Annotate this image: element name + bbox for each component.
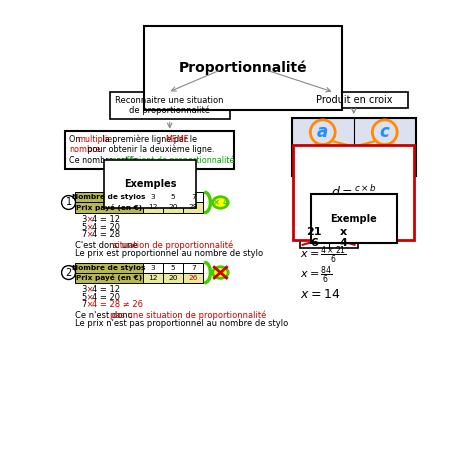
- Text: ×: ×: [84, 293, 96, 302]
- Text: Prix payé (en €): Prix payé (en €): [76, 274, 142, 281]
- Text: 3: 3: [81, 285, 86, 294]
- Text: Prix payé (en €): Prix payé (en €): [76, 204, 142, 211]
- Bar: [143, 263, 163, 273]
- Text: ×: ×: [84, 285, 96, 294]
- Text: 3: 3: [81, 215, 86, 224]
- Text: 5: 5: [171, 194, 175, 201]
- Text: coefficient de proportionnalité: coefficient de proportionnalité: [112, 155, 235, 165]
- Text: 5: 5: [81, 223, 86, 232]
- Text: c: c: [380, 123, 390, 141]
- Text: ×: ×: [84, 300, 96, 309]
- Text: 2: 2: [65, 268, 72, 277]
- Text: Le prix n'est pas proportionnel au nombre de stylo: Le prix n'est pas proportionnel au nombr…: [75, 319, 288, 328]
- Text: ×: ×: [84, 215, 96, 224]
- Text: Reconnaitre une situation: Reconnaitre une situation: [116, 96, 224, 105]
- Text: 12: 12: [148, 275, 158, 281]
- Text: $d = \frac{c \times b}{a}$: $d = \frac{c \times b}{a}$: [330, 183, 377, 202]
- Bar: [75, 193, 143, 202]
- Text: Le prix est proportionnel au nombre de stylo: Le prix est proportionnel au nombre de s…: [75, 249, 263, 258]
- Text: d: d: [379, 152, 391, 170]
- Bar: [300, 226, 357, 248]
- Text: 4 = 28: 4 = 28: [92, 230, 120, 239]
- Text: Nombre de stylos: Nombre de stylos: [72, 194, 146, 201]
- Text: de proportionnalité: de proportionnalité: [129, 106, 210, 115]
- Text: On: On: [69, 135, 83, 144]
- Bar: [75, 273, 143, 282]
- Text: Nombre de stylos: Nombre de stylos: [72, 264, 146, 271]
- Text: 4 = 12: 4 = 12: [92, 285, 120, 294]
- Text: a: a: [317, 123, 328, 141]
- Text: 4 = 20: 4 = 20: [92, 223, 120, 232]
- Bar: [109, 92, 230, 119]
- Text: Ce nombre est le: Ce nombre est le: [69, 156, 141, 165]
- Text: 28: 28: [189, 204, 198, 211]
- Text: × 4: × 4: [212, 198, 228, 207]
- Text: Proportionnalité: Proportionnalité: [179, 61, 307, 75]
- Text: 4 = 28 ≠ 26: 4 = 28 ≠ 26: [92, 300, 143, 309]
- Ellipse shape: [213, 197, 228, 208]
- Bar: [183, 193, 203, 202]
- Text: 4 = 20: 4 = 20: [92, 293, 120, 302]
- Bar: [163, 263, 183, 273]
- Text: ×: ×: [84, 230, 96, 239]
- Text: MEME: MEME: [165, 135, 189, 144]
- Text: 3: 3: [151, 194, 155, 201]
- Text: ×: ×: [84, 223, 96, 232]
- Bar: [292, 118, 416, 176]
- Text: $x = \frac{4 \times 21}{6}$: $x = \frac{4 \times 21}{6}$: [300, 245, 346, 266]
- Bar: [163, 273, 183, 282]
- Text: la première ligne par le: la première ligne par le: [100, 135, 199, 144]
- Bar: [75, 202, 143, 212]
- Text: Produit en croix: Produit en croix: [316, 95, 392, 105]
- Text: 4: 4: [339, 238, 347, 247]
- Bar: [65, 131, 235, 169]
- Text: 7: 7: [191, 194, 196, 201]
- Bar: [143, 202, 163, 212]
- Text: C'est donc une: C'est donc une: [75, 241, 140, 250]
- Text: 5: 5: [81, 293, 86, 302]
- Text: multiplie: multiplie: [77, 135, 112, 144]
- Bar: [163, 193, 183, 202]
- Bar: [183, 263, 203, 273]
- Bar: [183, 273, 203, 282]
- Bar: [300, 92, 408, 108]
- Text: situation de proportionnalité: situation de proportionnalité: [113, 241, 233, 251]
- Text: 7: 7: [191, 264, 196, 271]
- Bar: [143, 193, 163, 202]
- Text: Exemples: Exemples: [124, 179, 176, 189]
- Text: 7: 7: [81, 300, 86, 309]
- Text: 12: 12: [148, 204, 158, 211]
- Text: pas une situation de proportionnalité: pas une situation de proportionnalité: [110, 311, 266, 321]
- Text: Exemple: Exemple: [330, 214, 377, 224]
- Text: b: b: [317, 152, 328, 170]
- Text: 20: 20: [168, 204, 178, 211]
- Bar: [183, 202, 203, 212]
- Bar: [163, 202, 183, 212]
- Text: 1: 1: [65, 198, 72, 207]
- Bar: [143, 273, 163, 282]
- Text: 3: 3: [151, 264, 155, 271]
- Text: Ce n'est donc: Ce n'est donc: [75, 311, 135, 320]
- Text: $x = \frac{84}{6}$: $x = \frac{84}{6}$: [300, 265, 332, 286]
- Text: 21: 21: [306, 227, 322, 237]
- Text: 5: 5: [171, 264, 175, 271]
- Text: pour obtenir la deuxième ligne.: pour obtenir la deuxième ligne.: [85, 145, 215, 154]
- Text: 26: 26: [189, 275, 198, 281]
- Ellipse shape: [213, 267, 228, 278]
- Text: $x = 14$: $x = 14$: [300, 288, 340, 301]
- Text: 20: 20: [168, 275, 178, 281]
- Text: x: x: [339, 227, 346, 237]
- Text: nombre: nombre: [69, 145, 100, 154]
- Text: 4 = 12: 4 = 12: [92, 215, 120, 224]
- Bar: [75, 263, 143, 273]
- Text: 7: 7: [81, 230, 86, 239]
- Text: 6: 6: [310, 238, 318, 247]
